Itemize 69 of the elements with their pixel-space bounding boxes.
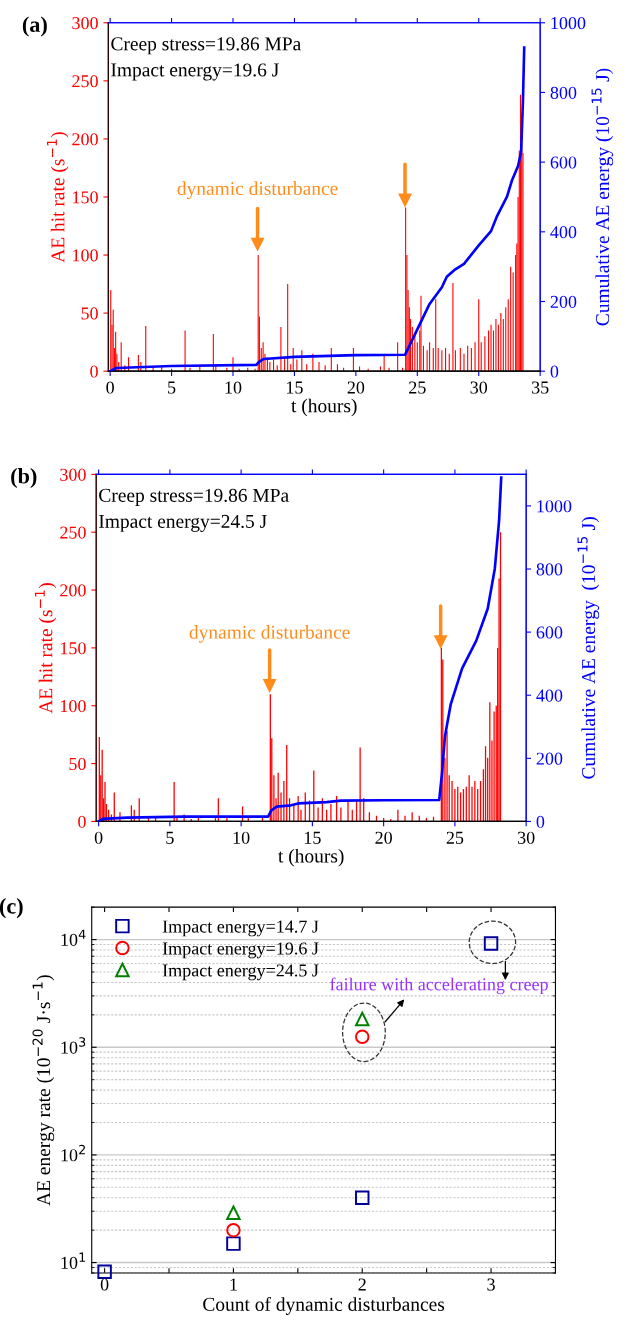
- x-tick-label: 10: [225, 381, 242, 394]
- y-tick-label: 10$^{3}$: [61, 1037, 86, 1054]
- x-tick-label: 3: [487, 1278, 495, 1291]
- x-tick-label: 15: [287, 381, 303, 394]
- y-tick-label: 50: [69, 757, 86, 771]
- legend-label: Impact energy=19.6 J: [162, 942, 319, 959]
- y-tick-label: 50: [81, 307, 98, 320]
- annotation: failure with accelerating creep: [330, 977, 548, 995]
- y2-tick-label: 1000: [551, 17, 586, 30]
- y-tick-label: 150: [73, 191, 98, 204]
- x-tick-label: 10: [233, 831, 250, 844]
- legend-label: Impact energy=14.7 J: [162, 920, 319, 937]
- annotation: Impact energy=24.5 J: [99, 514, 267, 532]
- x-tick-label: 0: [100, 1278, 109, 1291]
- y2-tick-label: 800: [550, 86, 577, 99]
- x-tick-label: 25: [409, 381, 426, 394]
- x-tick-label: 25: [446, 831, 464, 844]
- y2-tick-label: 200: [550, 295, 577, 308]
- y2-tick-label: 0: [536, 815, 545, 828]
- x-axis-title: Count of dynamic disturbances: [203, 1297, 445, 1315]
- x-tick-label: 30: [518, 831, 535, 844]
- chart-title: (c): [0, 898, 23, 919]
- y2-tick-label: 1000: [537, 500, 572, 513]
- y-tick-label: 0: [90, 365, 98, 378]
- legend-label: Impact energy=24.5 J: [162, 964, 319, 981]
- annotation: dynamic disturbance: [177, 181, 338, 200]
- annotation: Impact energy=19.6 J: [111, 63, 279, 81]
- y-tick-label: 300: [72, 17, 98, 30]
- y-tick-label: 200: [60, 584, 86, 597]
- y-tick-label: 300: [60, 468, 86, 481]
- y2-axis-title: Cumulative AE energy (10$^{−15}$ J): [577, 517, 600, 779]
- chart-title: (b): [11, 467, 37, 489]
- y-tick-label: 250: [72, 75, 98, 88]
- y2-tick-label: 0: [550, 365, 559, 378]
- y2-tick-label: 600: [550, 156, 577, 169]
- x-tick-label: 15: [304, 831, 321, 844]
- x-tick-label: 20: [375, 831, 392, 844]
- x-tick-label: 30: [470, 381, 488, 394]
- y2-tick-label: 600: [536, 626, 563, 639]
- chart-title: (a): [22, 16, 47, 37]
- y2-tick-label: 400: [550, 226, 577, 239]
- x-tick-label: 5: [166, 831, 174, 844]
- y-tick-label: 10$^{1}$: [61, 1252, 86, 1269]
- y-axis-title: AE hit rate (s$^{−1}$): [46, 132, 69, 263]
- annotation: dynamic disturbance: [189, 625, 350, 643]
- annotation: Creep stress=19.86 MPa: [111, 37, 301, 55]
- x-tick-label: 5: [168, 381, 176, 394]
- x-tick-label: 0: [106, 381, 114, 394]
- y-tick-label: 10$^{2}$: [61, 1144, 85, 1162]
- x-tick-label: 1: [230, 1278, 237, 1291]
- x-axis-title: t (hours): [291, 398, 357, 417]
- x-tick-label: 20: [347, 381, 365, 394]
- y-tick-label: 200: [72, 133, 98, 146]
- y2-tick-label: 200: [536, 752, 563, 765]
- y-tick-label: 100: [73, 249, 98, 262]
- y2-tick-label: 800: [536, 563, 563, 576]
- annotation: Creep stress=19.86 MPa: [99, 488, 289, 506]
- y-axis-title: AE hit rate (s$^{−1}$): [34, 583, 57, 714]
- y-tick-label: 0: [78, 815, 86, 828]
- y-tick-label: 250: [60, 526, 86, 539]
- y-tick-label: 100: [60, 699, 86, 713]
- x-axis-title: t (hours): [278, 848, 344, 867]
- y2-tick-label: 400: [536, 689, 563, 702]
- y-axis-title: AE energy rate (10$^{−20}$ J·s$^{−1}$): [32, 975, 55, 1206]
- y-tick-label: 150: [60, 642, 86, 655]
- y-tick-label: 10$^{4}$: [61, 929, 86, 946]
- x-tick-label: 2: [358, 1278, 366, 1291]
- y2-axis-title: Cumulative AE energy (10$^{−15}$ J): [591, 68, 614, 326]
- x-tick-label: 35: [532, 381, 549, 394]
